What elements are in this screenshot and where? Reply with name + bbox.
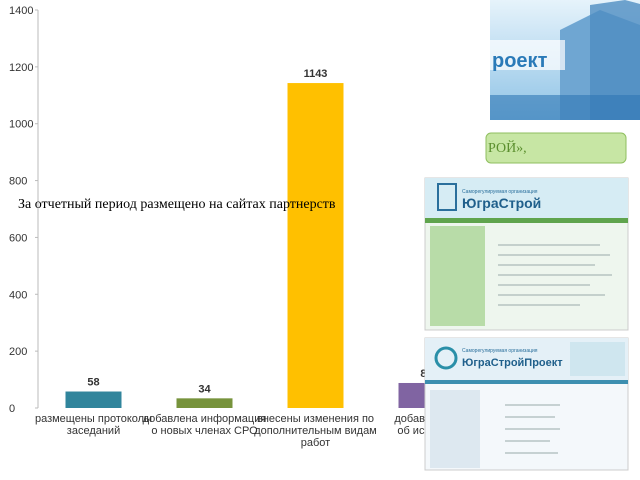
- x-tick-label: добавлена информация: [143, 413, 267, 425]
- x-tick-label: о новых членах СРО: [151, 425, 258, 437]
- overlay-text: За отчетный период размещено на сайтах п…: [18, 197, 336, 212]
- org-label: Саморегулируемая организация: [462, 348, 538, 354]
- x-tick-label: дополнительным видам: [254, 425, 377, 437]
- bar: [287, 83, 344, 408]
- y-tick-label: 800: [9, 176, 27, 188]
- y-tick-label: 600: [9, 232, 27, 244]
- bar: [176, 398, 233, 408]
- y-tick-label: 1200: [9, 62, 33, 74]
- value-label: 34: [198, 383, 211, 395]
- value-label: 1143: [304, 68, 328, 80]
- y-tick-label: 200: [9, 346, 27, 358]
- value-label: 58: [87, 377, 99, 389]
- banner-logo: роект: [492, 50, 548, 72]
- x-tick-label: внесены изменения по: [257, 413, 374, 425]
- x-tick-label: работ: [301, 437, 330, 449]
- y-tick-label: 400: [9, 289, 27, 301]
- org-name: ЮграСтрой: [462, 195, 541, 211]
- caption-box: [485, 132, 627, 164]
- x-tick-label: размещены протоколы: [35, 413, 152, 425]
- org-name: ЮграСтройПроект: [462, 357, 563, 369]
- banner-caption: РОЙ»,: [488, 139, 527, 156]
- y-tick-label: 0: [9, 403, 15, 415]
- bar-chart: 0 200 400 600 800 1000 1200 1400 размещены прото…: [9, 5, 459, 449]
- website-screenshot: Саморегулируемая организация ЮграСтройПр…: [424, 337, 629, 471]
- website-screenshot: Саморегулируемая организация ЮграСтрой: [424, 177, 629, 331]
- y-tick-label: 1000: [9, 119, 33, 131]
- x-tick-label: заседаний: [67, 425, 120, 437]
- org-label: Саморегулируемая организация: [462, 189, 538, 195]
- y-tick-label: 1400: [9, 5, 33, 17]
- bar: [65, 391, 122, 408]
- banner-image: роект: [490, 0, 640, 120]
